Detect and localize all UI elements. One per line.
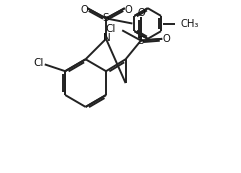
Text: O: O [124,5,132,15]
Text: Cl: Cl [105,24,115,34]
Text: CH₃: CH₃ [180,19,198,29]
Text: O: O [80,5,88,15]
Text: N: N [103,33,111,43]
Text: Cl: Cl [33,58,44,68]
Text: S: S [138,35,144,45]
Text: S: S [103,13,109,23]
Text: O: O [137,8,145,18]
Text: O: O [163,34,170,44]
